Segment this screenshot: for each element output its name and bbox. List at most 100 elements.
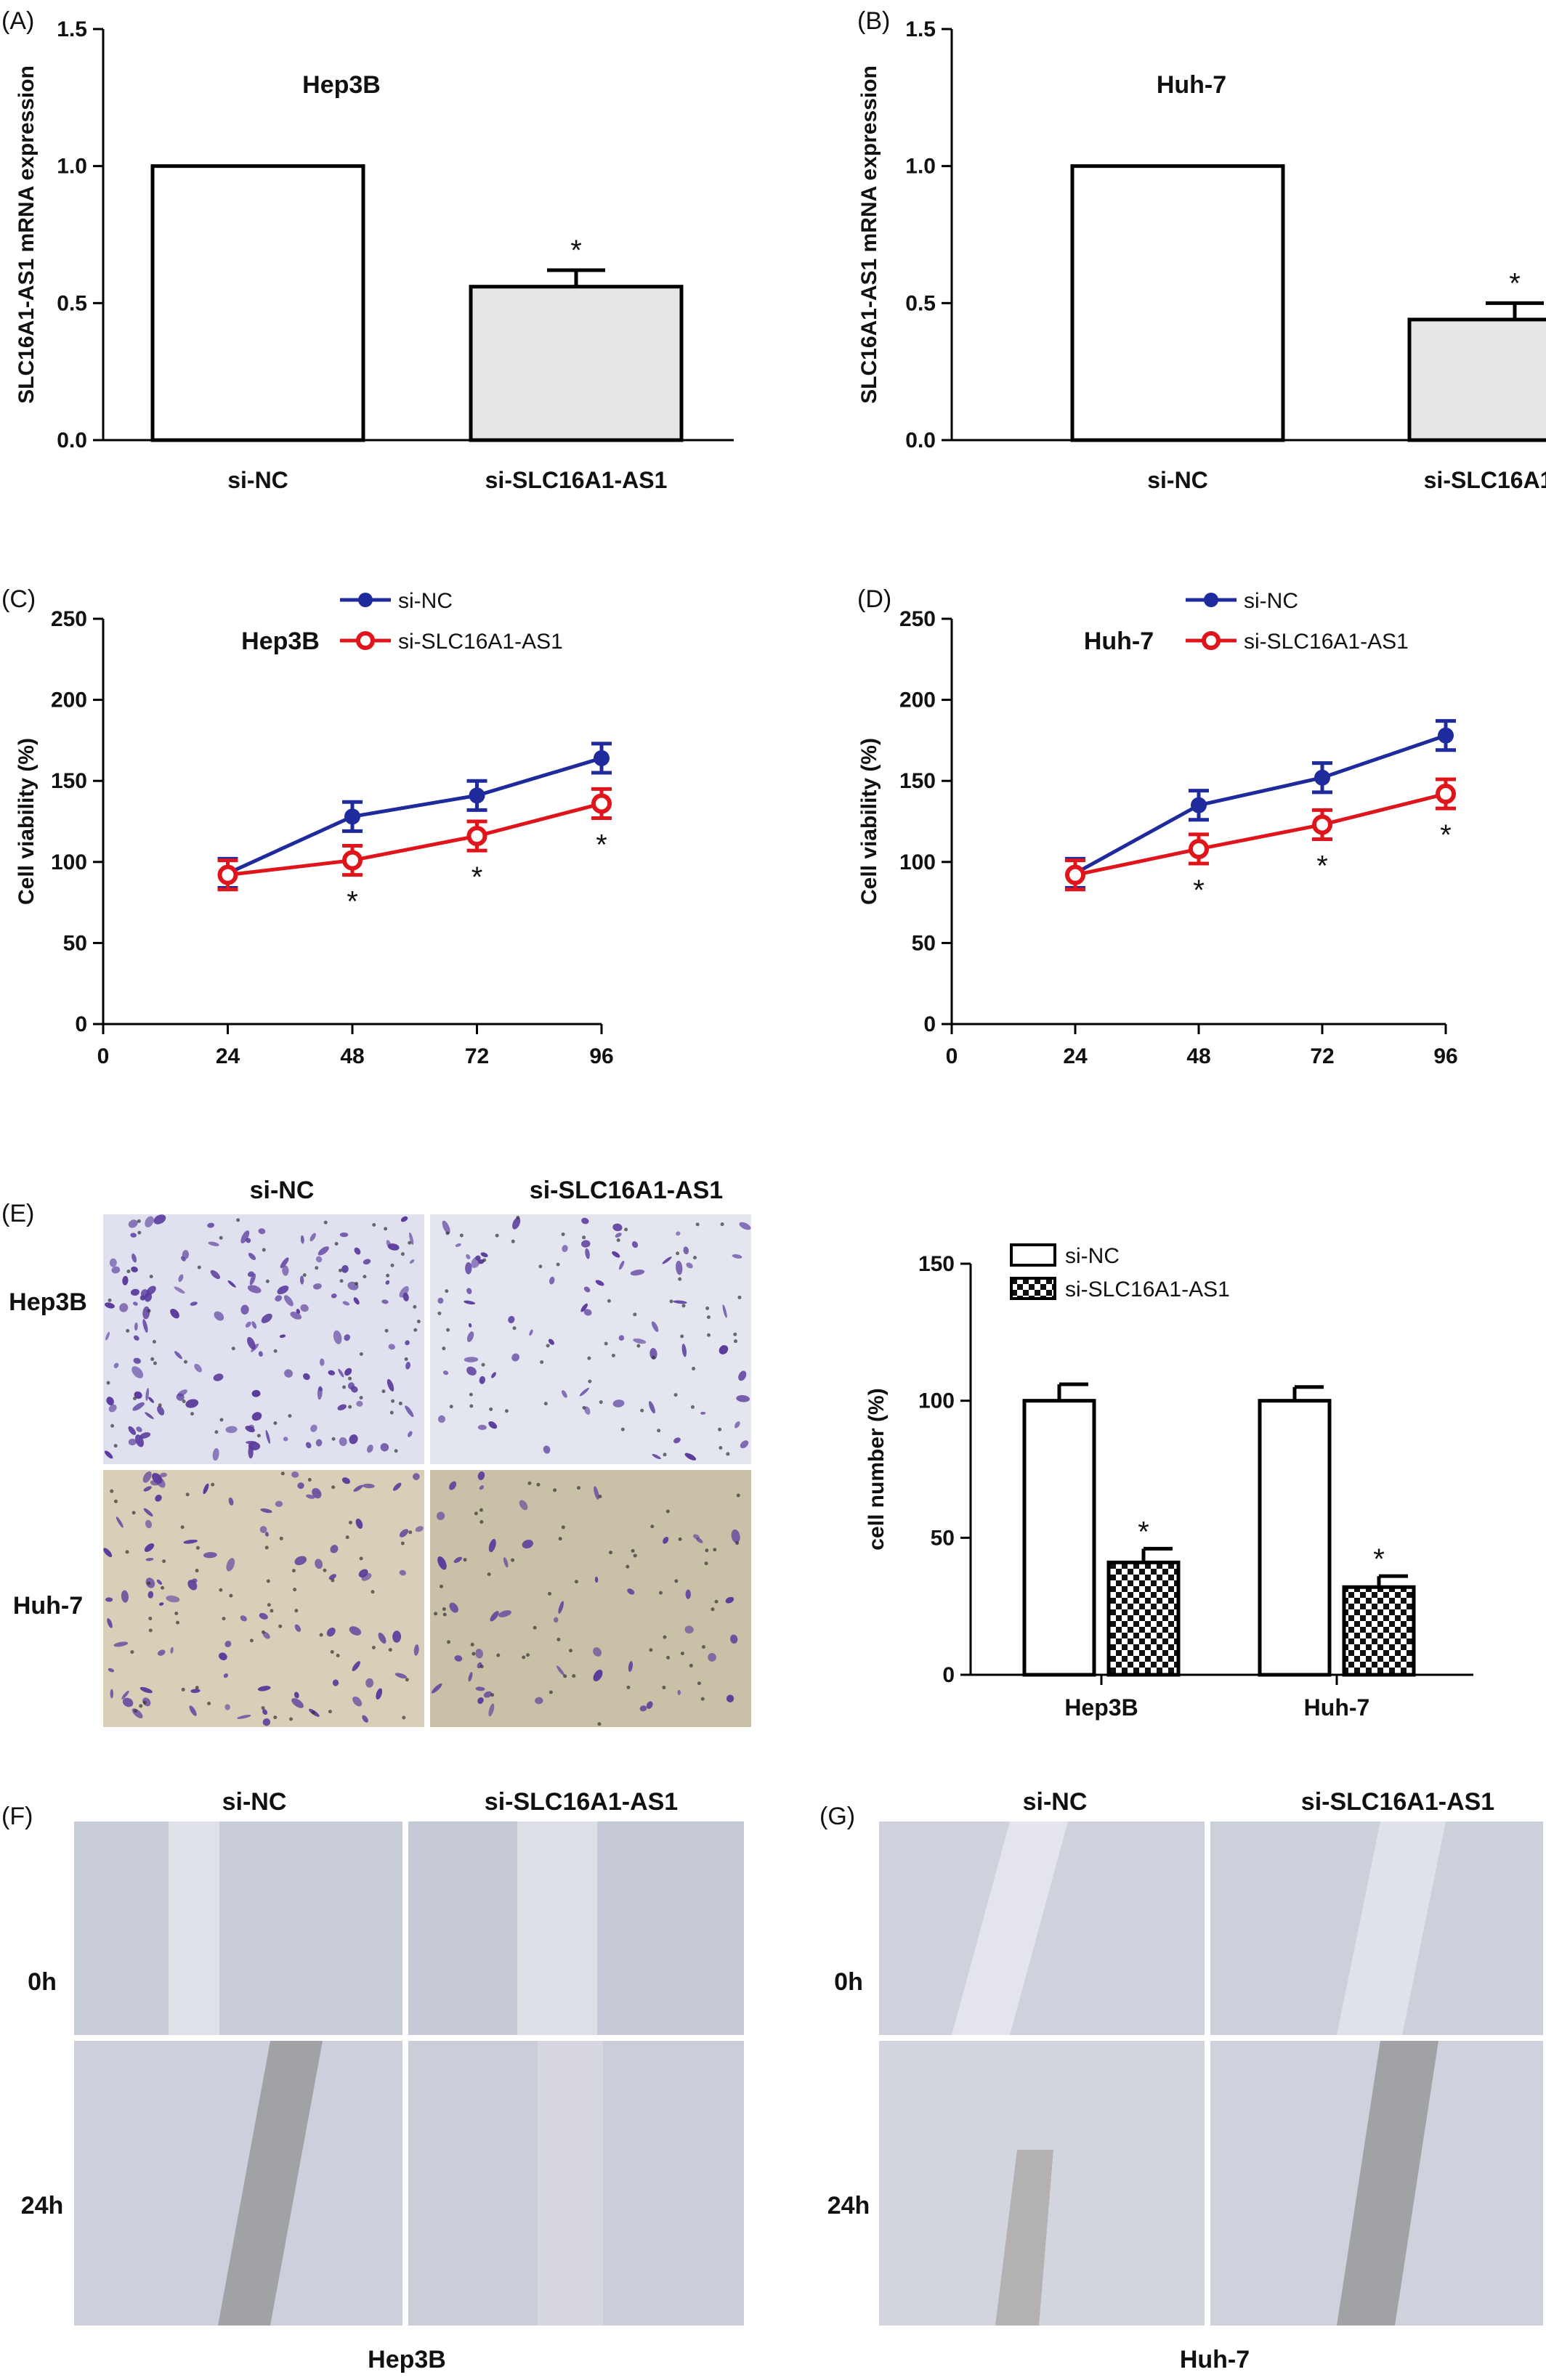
data-point <box>1189 838 1209 859</box>
y-tick-label: 150 <box>51 769 87 793</box>
series-line-2 <box>227 802 602 877</box>
micrograph-e-col-1: si-NC <box>250 1177 315 1204</box>
data-point <box>344 808 360 825</box>
y-axis-label: Cell viability (%) <box>857 738 881 905</box>
significance-marker: * <box>1440 819 1452 851</box>
micrograph-g-col-1: si-NC <box>1023 1788 1088 1816</box>
y-tick-label: 1.5 <box>905 17 936 41</box>
bar-2 <box>469 285 684 442</box>
y-tick-label: 100 <box>918 1389 955 1413</box>
x-tick-label: 48 <box>1186 1044 1210 1068</box>
data-point <box>594 750 610 766</box>
legend-marker <box>358 593 373 607</box>
micrograph-e-row-1: Hep3B <box>9 1288 87 1316</box>
micrograph-f-col-2: si-SLC16A1-AS1 <box>485 1788 678 1816</box>
y-axis-label: SLC16A1-AS1 mRNA expression <box>857 65 881 404</box>
y-tick-label: 150 <box>899 769 936 793</box>
significance-marker: * <box>1138 1516 1149 1548</box>
y-tick-label: 250 <box>51 607 87 631</box>
significance-marker: * <box>1373 1543 1385 1575</box>
data-point <box>1314 769 1330 786</box>
significance-marker: * <box>570 235 582 267</box>
legend-label: si-NC <box>1065 1244 1120 1268</box>
panel-label-f: (F) <box>1 1803 33 1830</box>
bar-si-slc <box>1342 1585 1416 1677</box>
significance-marker: * <box>596 829 607 861</box>
chart-e: 0 50 100 150 cell number (%) * Hep3B * Huh-7 si-N… <box>865 1243 1473 1721</box>
y-tick-label: 0 <box>75 1012 87 1036</box>
chart-c: 0 50 100 150 200 250 Cell viability (%) 0 24 48 72… <box>15 589 614 1068</box>
micrograph-f-col-1: si-NC <box>222 1788 287 1816</box>
x-tick-label: 96 <box>1433 1044 1457 1068</box>
data-point <box>217 864 238 885</box>
y-axis-label: cell number (%) <box>865 1388 889 1550</box>
x-tick-label: 0 <box>946 1044 958 1068</box>
micrograph-g-row-2: 24h <box>827 2192 870 2219</box>
legend-swatch <box>1010 1277 1056 1300</box>
panel-label-e: (E) <box>1 1200 34 1227</box>
data-point <box>1436 784 1456 805</box>
x-tick-label: 72 <box>1310 1044 1334 1068</box>
y-tick-label: 250 <box>899 607 936 631</box>
y-tick-label: 200 <box>899 689 936 712</box>
y-tick-label: 50 <box>63 931 87 955</box>
series-line-2 <box>1074 792 1446 877</box>
chart-title: Huh-7 <box>1157 71 1226 99</box>
data-point <box>591 793 612 814</box>
legend-marker <box>356 631 375 650</box>
category-label: si-NC <box>1147 467 1208 493</box>
legend-label: si-SLC16A1-AS1 <box>398 630 563 654</box>
significance-marker: * <box>1509 267 1521 299</box>
x-tick-label: 24 <box>216 1044 240 1068</box>
bar-2 <box>1407 317 1546 442</box>
data-point <box>1312 814 1332 835</box>
micrograph-e-col-2: si-SLC16A1-AS1 <box>530 1177 723 1204</box>
data-point <box>466 826 487 847</box>
legend-label: si-NC <box>398 589 453 613</box>
y-tick-label: 0 <box>923 1012 936 1036</box>
y-tick-label: 100 <box>899 850 936 874</box>
significance-marker: * <box>1193 874 1205 906</box>
chart-title: Hep3B <box>302 71 381 99</box>
data-point <box>342 850 363 871</box>
data-point <box>1065 864 1085 885</box>
chart-b: 0.0 0.5 1.0 1.5 SLC16A1-AS1 mRNA expression H… <box>857 17 1546 493</box>
y-axis-label: SLC16A1-AS1 mRNA expression <box>15 65 39 404</box>
legend-marker <box>1202 631 1221 650</box>
panel-label-c: (C) <box>1 585 36 613</box>
micrograph-f-row-2: 24h <box>21 2192 64 2219</box>
y-tick-label: 0.5 <box>905 291 936 315</box>
x-tick-label: 96 <box>589 1044 613 1068</box>
legend-label: si-NC <box>1244 589 1298 613</box>
x-tick-label: 72 <box>465 1044 489 1068</box>
legend-label: si-SLC16A1-AS1 <box>1065 1278 1230 1301</box>
significance-marker: * <box>472 861 483 893</box>
legend-label: si-SLC16A1-AS1 <box>1244 630 1409 654</box>
micrograph-grid-f: si-NC si-SLC16A1-AS1 0h 24h Hep3B <box>21 1788 744 2373</box>
significance-marker: * <box>347 886 358 918</box>
legend-swatch <box>1010 1243 1056 1267</box>
y-tick-label: 50 <box>912 931 936 955</box>
micrograph-g-caption: Huh-7 <box>1180 2346 1250 2373</box>
chart-title: Hep3B <box>241 628 320 655</box>
data-point <box>1438 727 1454 744</box>
y-axis-label: Cell viability (%) <box>15 738 39 905</box>
bar-si-nc <box>1258 1399 1332 1677</box>
wound-f-0h-si-nc <box>74 1821 402 2035</box>
y-tick-label: 200 <box>51 689 87 712</box>
y-tick-label: 50 <box>931 1526 955 1550</box>
micrograph-e-row-2: Huh-7 <box>13 1592 83 1620</box>
y-tick-label: 100 <box>51 850 87 874</box>
category-label: si-NC <box>227 467 288 493</box>
micrograph-f-caption: Hep3B <box>368 2346 446 2373</box>
y-tick-label: 1.0 <box>905 155 936 179</box>
series-line-1 <box>227 756 602 875</box>
legend-marker <box>1204 593 1218 607</box>
y-tick-label: 1.0 <box>57 155 87 179</box>
chart-d: 0 50 100 150 200 250 Cell viability (%) 0 24 48 72… <box>857 589 1458 1068</box>
panel-label-g: (G) <box>819 1803 855 1830</box>
micrograph-grid-g: si-NC si-SLC16A1-AS1 0h 24h Huh-7 <box>827 1788 1543 2373</box>
micrograph-f-row-1: 0h <box>28 1968 57 1996</box>
y-tick-label: 0.0 <box>905 429 936 452</box>
